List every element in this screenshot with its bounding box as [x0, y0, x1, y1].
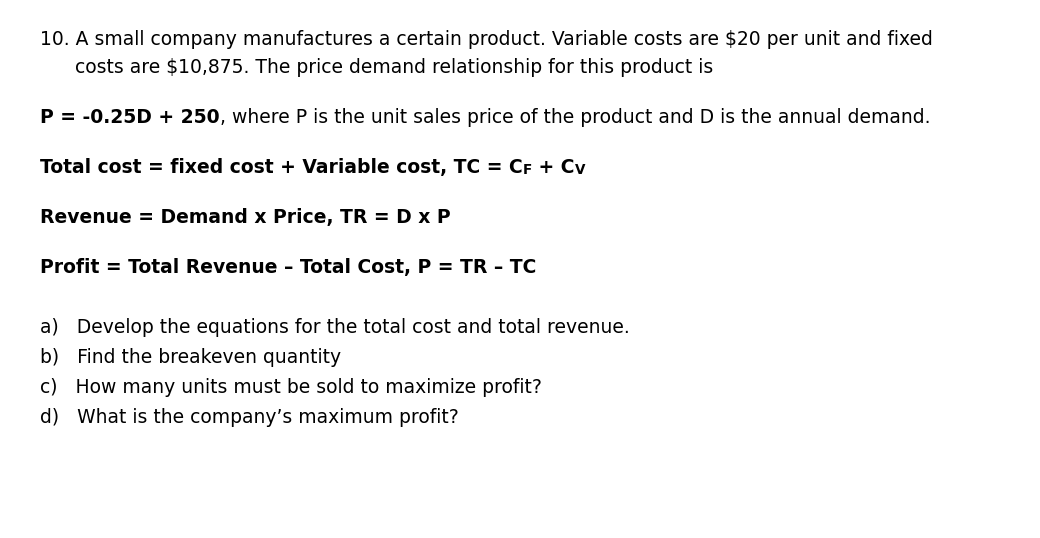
Text: + C: + C: [532, 158, 574, 177]
Text: costs are $10,875. The price demand relationship for this product is: costs are $10,875. The price demand rela…: [75, 58, 713, 77]
Text: Revenue = Demand x Price, TR = D x P: Revenue = Demand x Price, TR = D x P: [40, 208, 450, 227]
Text: P = -0.25D + 250: P = -0.25D + 250: [40, 108, 219, 127]
Text: b)   Find the breakeven quantity: b) Find the breakeven quantity: [40, 348, 341, 367]
Text: V: V: [574, 163, 584, 177]
Text: 10. A small company manufactures a certain product. Variable costs are $20 per u: 10. A small company manufactures a certa…: [40, 30, 933, 49]
Text: Total cost = fixed cost + Variable cost, TC = C: Total cost = fixed cost + Variable cost,…: [40, 158, 523, 177]
Text: F: F: [523, 163, 532, 177]
Text: c)   How many units must be sold to maximize profit?: c) How many units must be sold to maximi…: [40, 378, 542, 397]
Text: a)   Develop the equations for the total cost and total revenue.: a) Develop the equations for the total c…: [40, 318, 630, 337]
Text: d)   What is the company’s maximum profit?: d) What is the company’s maximum profit?: [40, 408, 459, 427]
Text: Profit = Total Revenue – Total Cost, P = TR – TC: Profit = Total Revenue – Total Cost, P =…: [40, 258, 537, 277]
Text: , where P is the unit sales price of the product and D is the annual demand.: , where P is the unit sales price of the…: [219, 108, 930, 127]
